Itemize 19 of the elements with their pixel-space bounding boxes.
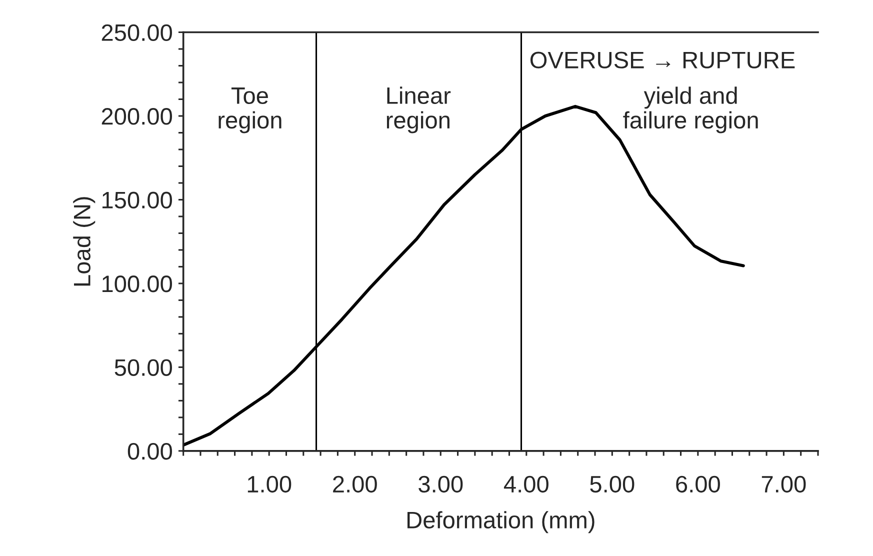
y-tick-label: 150.00 — [102, 192, 172, 209]
x-tick-label: 2.00 — [333, 476, 377, 493]
x-tick-label: 7.00 — [762, 476, 806, 493]
x-axis-title: Deformation (mm) — [407, 511, 594, 534]
y-tick-label: 100.00 — [102, 276, 172, 292]
y-tick-label: 50.00 — [114, 359, 172, 376]
x-tick-label: 5.00 — [590, 476, 634, 493]
x-tick-label: 1.00 — [248, 476, 292, 493]
y-tick-label: 200.00 — [102, 108, 172, 125]
y-tick-label: 250.00 — [102, 24, 172, 42]
annotation: yield and failure region — [623, 86, 758, 134]
annotation: Linear region — [386, 86, 451, 134]
y-axis-title: Load (N) — [73, 197, 96, 286]
x-tick-label: 3.00 — [418, 476, 463, 493]
x-tick-label: 6.00 — [676, 476, 720, 493]
x-tick-label: 4.00 — [504, 476, 548, 493]
y-tick-label: 0.00 — [128, 442, 172, 460]
annotation: Toe region — [218, 88, 282, 134]
annotation: OVERUSE → RUPTURE — [530, 52, 795, 68]
